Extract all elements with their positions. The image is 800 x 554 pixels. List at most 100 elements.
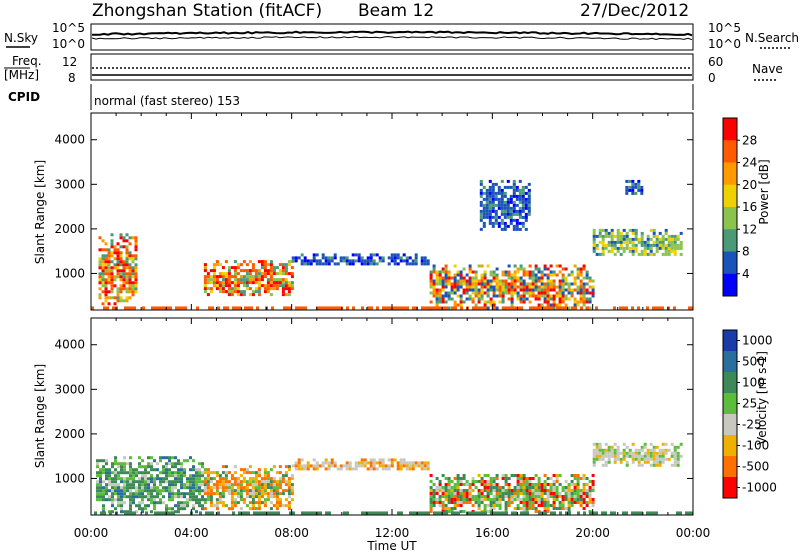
power-cell <box>290 275 294 279</box>
power-cell <box>429 276 433 280</box>
velocity-cell <box>613 448 617 452</box>
velocity-cell <box>165 477 168 481</box>
power-cell <box>298 306 301 310</box>
velocity-cell <box>114 498 117 502</box>
velocity-cell <box>399 467 403 471</box>
velocity-cell <box>99 474 102 478</box>
power-cell <box>634 191 638 195</box>
velocity-cell <box>390 461 394 465</box>
power-cell <box>456 294 460 298</box>
power-cell <box>655 243 659 247</box>
power-colorbar-tick-label: 4 <box>742 267 750 281</box>
velocity-cell <box>558 474 562 477</box>
velocity-cell <box>160 511 163 515</box>
velocity-cell <box>254 486 258 490</box>
power-cell <box>366 262 370 266</box>
velocity-cell <box>278 477 282 481</box>
power-cell <box>462 288 466 292</box>
velocity-cell <box>138 486 141 490</box>
velocity-cell <box>339 464 343 468</box>
velocity-cell <box>284 489 288 493</box>
velocity-cell <box>135 468 138 472</box>
velocity-cell <box>441 474 445 477</box>
velocity-cell <box>373 511 376 515</box>
velocity-cell <box>393 458 397 462</box>
power-cell <box>322 306 325 310</box>
power-cell <box>552 273 556 277</box>
velocity-cell <box>120 504 123 508</box>
power-cell <box>673 237 677 241</box>
power-cell <box>233 275 237 279</box>
power-cell <box>423 256 427 260</box>
velocity-cell <box>310 511 313 515</box>
velocity-cell <box>540 486 544 489</box>
velocity-cell <box>114 474 117 478</box>
velocity-cell <box>607 451 611 455</box>
velocity-cell <box>195 489 198 493</box>
velocity-cell <box>278 498 282 502</box>
power-cell <box>336 262 340 266</box>
power-cell <box>206 293 210 297</box>
velocity-cell <box>114 456 117 460</box>
velocity-cell <box>631 457 635 461</box>
power-cell <box>501 297 505 301</box>
velocity-cell <box>120 492 123 496</box>
velocity-cell <box>156 468 159 472</box>
velocity-cell <box>561 489 565 492</box>
velocity-cell <box>126 471 129 475</box>
velocity-cell <box>477 504 481 507</box>
power-cell <box>528 270 532 274</box>
power-cell <box>236 266 240 270</box>
power-cell <box>447 279 451 283</box>
velocity-cell <box>525 501 529 504</box>
power-cell <box>103 306 106 310</box>
velocity-cell <box>117 489 120 493</box>
velocity-cell <box>321 464 325 468</box>
power-cell <box>107 278 111 282</box>
power-cell <box>516 291 520 295</box>
velocity-cell <box>215 507 219 511</box>
velocity-cell <box>168 474 171 478</box>
power-cell <box>515 224 519 228</box>
power-cell <box>488 200 492 204</box>
velocity-cell <box>561 504 565 507</box>
power-cell <box>506 203 510 207</box>
velocity-cell <box>180 495 183 499</box>
power-cell <box>300 259 304 263</box>
power-cell <box>491 203 495 207</box>
velocity-cell <box>257 486 261 490</box>
velocity-cell <box>111 477 114 481</box>
velocity-cell <box>622 442 626 446</box>
velocity-cell <box>537 498 541 501</box>
velocity-cell <box>165 465 168 469</box>
power-cell <box>227 272 231 276</box>
velocity-cell <box>658 460 662 464</box>
power-cell <box>131 254 135 258</box>
power-cell <box>251 293 255 297</box>
power-cell <box>531 270 535 274</box>
velocity-cell <box>570 474 574 477</box>
velocity-x-ticks <box>90 318 694 515</box>
power-cell <box>591 285 595 289</box>
power-cell <box>540 273 544 277</box>
power-cell <box>284 272 288 276</box>
velocity-cell <box>189 483 192 487</box>
velocity-cell <box>528 486 532 489</box>
power-cell <box>664 237 668 241</box>
velocity-cell <box>108 495 111 499</box>
power-cell <box>512 224 516 228</box>
power-cell <box>509 209 513 213</box>
velocity-cell <box>495 489 499 492</box>
power-cell <box>500 203 504 207</box>
power-cell <box>522 282 526 286</box>
power-cell <box>661 234 665 238</box>
velocity-cell <box>552 498 556 501</box>
velocity-cell <box>186 498 189 502</box>
power-cell <box>224 275 228 279</box>
velocity-cell <box>397 511 400 515</box>
power-cell <box>363 259 367 263</box>
velocity-cell <box>471 483 475 486</box>
power-cell <box>655 234 659 238</box>
power-cell <box>357 256 361 260</box>
velocity-cell <box>186 477 189 481</box>
